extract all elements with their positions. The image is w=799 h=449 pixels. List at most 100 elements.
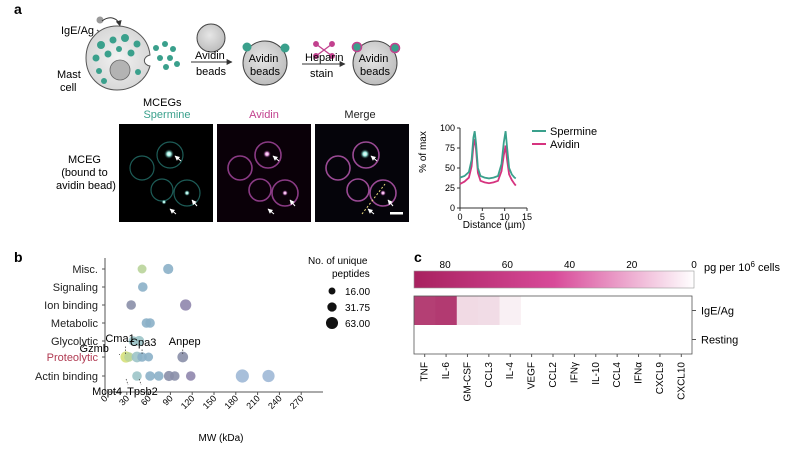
scatter-point (163, 263, 174, 275)
bead-with-granules-icon: Avidin beads (242, 40, 290, 86)
heatmap-cell (478, 325, 500, 354)
scale-tick-label: 0 (691, 260, 697, 271)
x-tick-label: 0 (457, 212, 462, 222)
heatmap-cell (670, 296, 693, 325)
arrow-2-label: Heparin stain (305, 52, 347, 80)
stained-bead-icon: Avidin beads (351, 40, 401, 86)
size-legend-title: No. of unique peptides (308, 256, 370, 280)
scatter-point (169, 371, 180, 381)
micrographs: MCEG (bound to avidin bead) Spermine Avi… (56, 109, 409, 222)
size-legend: No. of unique peptides 16.00 31.75 63.00 (308, 256, 370, 330)
annotation-cpa3: Cpa3 (130, 337, 156, 349)
heatmap-cell (563, 296, 586, 325)
heatmap-cell (414, 325, 436, 354)
avidin-bead-icon (196, 23, 226, 53)
size-legend-dot (325, 316, 339, 330)
y-tick-label: 25 (445, 183, 455, 193)
annotation-gzmb: Gzmb (80, 343, 109, 355)
antigen-icon (96, 16, 104, 24)
row-label: IgE/Ag (701, 306, 734, 318)
size-legend-label: 31.75 (345, 303, 370, 314)
annotation-mcpt4: Mcpt4 (92, 386, 122, 398)
x-tick-label: 210 (244, 393, 262, 411)
scatter-point (180, 299, 192, 311)
size-legend-label: 16.00 (345, 287, 370, 298)
column-label: CCL4 (612, 362, 623, 388)
heatmap-cell (649, 296, 671, 325)
category-label: Actin binding (35, 371, 98, 383)
legend-label: Spermine (550, 126, 597, 138)
heatmap-cell (606, 296, 629, 325)
heatmap-cell (585, 296, 607, 325)
x-tick-label: 0 (99, 393, 110, 404)
scatter-point (137, 264, 147, 274)
x-tick-label: 180 (223, 393, 241, 411)
title-merge: Merge (344, 109, 375, 121)
y-tick-label: 0 (450, 203, 455, 213)
column-label: CXCL9 (655, 362, 666, 395)
heatmap-cell (435, 325, 458, 354)
heatmap-cell (627, 296, 650, 325)
scale-tick-label: 60 (502, 260, 514, 271)
annotation-anpep: Anpep (169, 336, 201, 348)
scatter-point (235, 369, 249, 383)
annotation-leader (125, 378, 129, 386)
mast-cell-label: Mast cell (57, 69, 84, 94)
heatmap-cell (542, 296, 564, 325)
title-avidin: Avidin (249, 109, 279, 121)
x-tick-label: 90 (161, 393, 175, 407)
x-tick-label: 120 (179, 393, 197, 411)
heatmap-cell (627, 325, 650, 354)
scatter-point (145, 318, 155, 328)
size-legend-dot (327, 302, 337, 312)
panel-a-letter: a (14, 1, 22, 17)
row-label: MCEG (bound to avidin bead) (56, 154, 116, 192)
heatmap-cell (520, 296, 543, 325)
scatter-point (126, 300, 136, 310)
column-label: TNF (420, 362, 431, 381)
category-label: Proteolytic (47, 352, 99, 364)
scatter-point (185, 371, 196, 381)
mceg-granules-icon (153, 41, 180, 70)
heatmap-cell (670, 325, 693, 354)
panel-b: b MW (kDa) No. of unique peptides 16.00 3… (14, 249, 370, 444)
heatmap: pg per 106 cells 80 60 40 20 0 IgE/Ag Resting T… (413, 260, 780, 401)
column-label: VEGF (527, 362, 538, 389)
column-label: IL-6 (441, 362, 452, 380)
mceg-label: MCEGs (143, 97, 182, 109)
heatmap-cell (478, 296, 500, 325)
x-tick-label: 5 (480, 212, 485, 222)
y-tick-label: 75 (445, 143, 455, 153)
heatmap-cell (585, 325, 607, 354)
column-label: IL-10 (591, 362, 602, 385)
heatmap-cell (456, 296, 479, 325)
scatter-point (132, 371, 142, 381)
panel-c-letter: c (414, 249, 422, 265)
panel-c: c pg per 106 cells 80 60 40 20 0 IgE/Ag Restin… (413, 249, 780, 401)
bead-label-1: Avidin beads (249, 53, 282, 78)
legend-label: Avidin (550, 139, 580, 151)
size-legend-dot (328, 287, 336, 295)
scatter-point (124, 352, 134, 362)
x-tick-label: 15 (522, 212, 532, 222)
panel-b-letter: b (14, 249, 23, 265)
category-label: Metabolic (51, 318, 99, 330)
row-label: Resting (701, 335, 738, 347)
column-label: IL-4 (505, 362, 516, 380)
schematic: IgE/Ag Mast cell MCEGs (57, 16, 401, 109)
scatter-point (144, 352, 154, 362)
annotation-tpsb2: Tpsb2 (127, 386, 158, 398)
category-label: Ion binding (44, 300, 98, 312)
granules-icon (92, 34, 141, 84)
heatmap-cell (499, 296, 522, 325)
heatmap-cell (520, 325, 543, 354)
scatter-point (137, 282, 148, 292)
series-line-spermine (459, 131, 517, 180)
scatter-xlabel: MW (kDa) (199, 433, 244, 444)
heatmap-cell (649, 325, 671, 354)
scatter-point (145, 371, 155, 381)
scatter-point (262, 369, 275, 383)
line-chart-ylabel: % of max (418, 131, 429, 173)
